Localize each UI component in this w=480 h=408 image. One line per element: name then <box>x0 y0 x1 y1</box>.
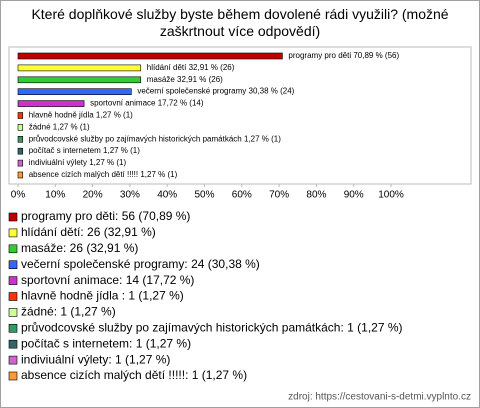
x-tick-label: 0% <box>11 190 26 201</box>
category-label: sportovní animace <box>90 99 156 108</box>
legend-swatch <box>8 371 18 381</box>
legend-swatch <box>8 308 18 317</box>
legend-swatch <box>8 244 18 254</box>
bar <box>17 112 24 119</box>
category-label: absence cizích malých dětí !!!!! <box>29 170 138 179</box>
bar-label: sportovní animace 17,72 % (14) <box>90 99 204 108</box>
value-label: 1,27 % (1) <box>244 134 281 143</box>
legend-label: programy pro děti: 56 (70,89 %) <box>21 209 190 223</box>
bar-label: absence cizích malých dětí !!!!! 1,27 % … <box>29 170 178 179</box>
bar-label: počítač s internetem 1,27 % (1) <box>29 146 141 155</box>
legend-label: hlídání dětí: 26 (32,91 %) <box>21 225 156 239</box>
bar <box>17 124 24 131</box>
bar-label: programy pro děti 70,89 % (56) <box>288 51 399 60</box>
bar <box>17 147 24 155</box>
legend-label: žádné: 1 (1,27 %) <box>21 305 116 319</box>
x-tick-label: 100% <box>378 190 404 201</box>
category-label: programy pro děti <box>288 51 351 60</box>
legend-swatch <box>8 323 18 333</box>
bar-label: večerní společenské programy 30,38 % (24… <box>137 87 294 96</box>
category-label: počítač s internetem <box>29 146 101 155</box>
legend-swatch <box>8 292 18 301</box>
category-label: hlavně hodně jídla <box>29 111 94 120</box>
category-label: hlídání dětí <box>147 63 187 72</box>
x-tick-label: 80% <box>306 190 326 201</box>
bar <box>17 171 24 179</box>
value-label: 1,27 % (1) <box>89 158 126 167</box>
bar <box>17 52 283 60</box>
bar-label: masáže 32,91 % (26) <box>147 75 223 84</box>
legend-label: absence cizích malých dětí !!!!!: 1 (1,2… <box>21 368 247 382</box>
legend-swatch <box>8 228 18 238</box>
x-tick-label: 60% <box>232 190 252 201</box>
x-tick-label: 70% <box>269 190 289 201</box>
bar <box>17 64 142 72</box>
legend-label: počítač s internetem: 1 (1,27 %) <box>21 336 191 350</box>
legend-swatch <box>8 339 18 349</box>
value-label: 1,27 % (1) <box>96 111 133 120</box>
legend-swatch <box>8 260 18 270</box>
x-tick-label: 40% <box>157 190 177 201</box>
category-label: masáže <box>147 75 176 84</box>
bar <box>17 159 24 167</box>
bar <box>17 88 132 95</box>
bar <box>17 136 24 143</box>
legend-label: masáže: 26 (32,91 %) <box>21 241 138 255</box>
bar-label: hlavně hodně jídla 1,27 % (1) <box>29 111 133 120</box>
value-label: 70,89 % (56) <box>353 51 399 60</box>
x-tick-label: 30% <box>120 190 140 201</box>
value-label: 30,38 % (24) <box>249 87 295 96</box>
category-label: žádné <box>29 123 51 132</box>
x-tick-label: 50% <box>194 190 214 201</box>
category-label: indiviuální výlety <box>29 158 87 167</box>
x-tick-label: 10% <box>45 190 65 201</box>
value-label: 1,27 % (1) <box>140 170 177 179</box>
bar <box>17 76 142 84</box>
source: zdroj: https://cestovani-s-detmi.vyplnto… <box>288 392 471 403</box>
bar <box>17 100 85 107</box>
legend-swatch <box>8 276 18 285</box>
value-label: 1,27 % (1) <box>53 123 90 132</box>
legend-label: sportovní animace: 14 (17,72 %) <box>21 273 194 287</box>
x-tick-label: 20% <box>83 190 103 201</box>
legend-label: hlavně hodně jídla : 1 (1,27 %) <box>21 289 184 303</box>
value-label: 17,72 % (14) <box>158 99 204 108</box>
category-label: večerní společenské programy <box>137 87 246 96</box>
legend-label: průvodcovské služby po zajímavých histor… <box>21 320 403 334</box>
legend-swatch <box>8 355 18 365</box>
value-label: 32,91 % (26) <box>189 63 235 72</box>
bar-label: žádné 1,27 % (1) <box>29 123 90 132</box>
x-tick-label: 90% <box>344 190 364 201</box>
legend-label: večerní společenské programy: 24 (30,38 … <box>21 257 260 271</box>
value-label: 32,91 % (26) <box>177 75 223 84</box>
bar-label: průvodcovské služby po zajímavých histor… <box>29 134 281 143</box>
category-label: průvodcovské služby po zajímavých histor… <box>29 134 242 143</box>
legend-swatch <box>8 212 18 222</box>
legend-label: indiviuální výlety: 1 (1,27 %) <box>21 352 170 366</box>
bar-label: indiviuální výlety 1,27 % (1) <box>29 158 127 167</box>
chart-title: Které doplňkové služby byste během dovol… <box>31 6 449 39</box>
value-label: 1,27 % (1) <box>103 146 140 155</box>
bar-label: hlídání dětí 32,91 % (26) <box>147 63 235 72</box>
